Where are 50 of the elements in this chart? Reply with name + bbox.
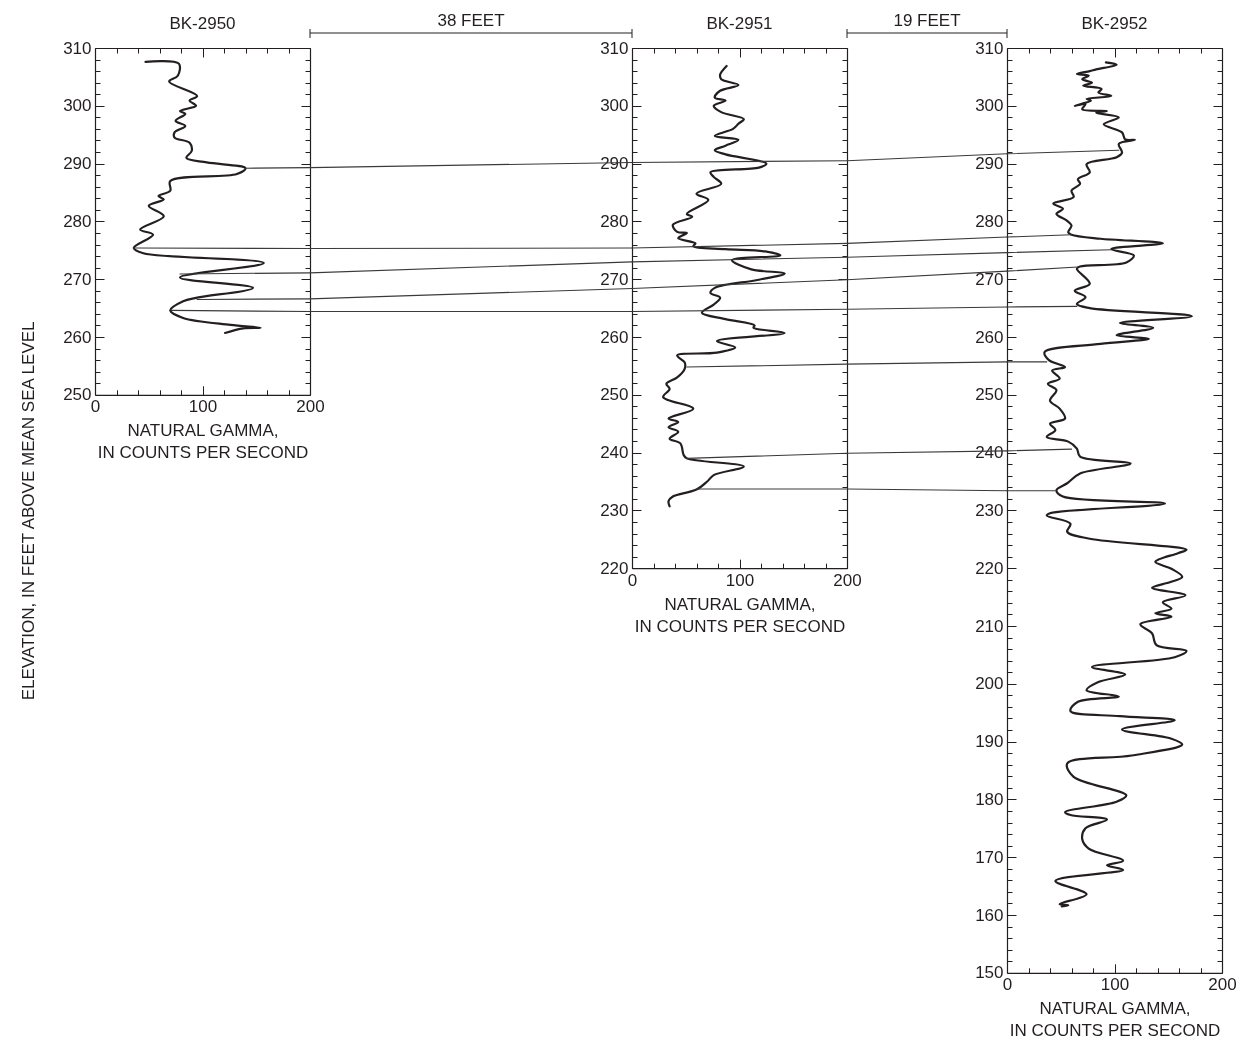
y-tick-label: 310 — [63, 38, 92, 58]
y-tick-label: 160 — [975, 905, 1004, 925]
y-tick-label: 200 — [975, 674, 1004, 694]
y-tick-label: 230 — [600, 500, 629, 520]
text: 19 FEET — [893, 11, 961, 31]
y-tick-label: 250 — [600, 385, 629, 405]
y-tick-label: 270 — [63, 269, 92, 289]
x-tick-label: 100 — [188, 397, 218, 417]
y-tick-label: 190 — [975, 732, 1004, 752]
x-axis-title: NATURAL GAMMA, IN COUNTS PER SECOND — [97, 421, 309, 463]
y-tick-label: 280 — [975, 211, 1004, 231]
text: 38 FEET — [437, 11, 505, 31]
y-tick-label: 210 — [975, 616, 1004, 636]
y-tick-label: 300 — [63, 96, 92, 116]
chart-title: BK-2950 — [169, 14, 236, 33]
y-tick-label: 250 — [975, 385, 1004, 405]
y-tick-label: 310 — [600, 38, 629, 58]
x-tick-label: 0 — [627, 570, 638, 590]
x-tick-label: 200 — [1208, 975, 1237, 995]
y-tick-label: 240 — [600, 443, 629, 463]
y-tick-label: 280 — [600, 211, 629, 231]
y-tick-label: 260 — [600, 327, 629, 347]
x-tick-label: 0 — [1002, 975, 1013, 995]
x-axis-title: NATURAL GAMMA, IN COUNTS PER SECOND — [634, 594, 846, 636]
y-tick-label: 170 — [975, 847, 1004, 867]
x-tick-label: 200 — [833, 570, 862, 590]
y-tick-label: 250 — [63, 385, 92, 405]
y-tick-label: 180 — [975, 789, 1004, 809]
y-tick-label: 310 — [975, 38, 1004, 58]
y-tick-label: 270 — [975, 269, 1004, 289]
x-tick-label: 0 — [90, 397, 101, 417]
x-axis-title: NATURAL GAMMA, IN COUNTS PER SECOND — [1009, 999, 1221, 1041]
y-tick-label: 260 — [975, 327, 1004, 347]
y-axis-title: ELEVATION, IN FEET ABOVE MEAN SEA LEVEL — [18, 321, 38, 701]
y-tick-label: 230 — [975, 500, 1004, 520]
y-tick-label: 260 — [63, 327, 92, 347]
y-tick-label: 290 — [975, 154, 1004, 174]
y-tick-label: 270 — [600, 269, 629, 289]
y-tick-label: 220 — [975, 558, 1004, 578]
y-tick-label: 220 — [600, 558, 629, 578]
y-tick-label: 150 — [975, 963, 1004, 983]
chart-title: BK-2952 — [1081, 14, 1148, 33]
y-tick-label: 300 — [600, 96, 629, 116]
y-tick-label: 280 — [63, 211, 92, 231]
y-tick-label: 300 — [975, 96, 1004, 116]
y-tick-label: 290 — [63, 154, 92, 174]
x-tick-label: 200 — [296, 397, 325, 417]
x-tick-label: 100 — [1100, 975, 1130, 995]
chart-title: BK-2951 — [706, 14, 773, 33]
x-tick-label: 100 — [725, 570, 755, 590]
